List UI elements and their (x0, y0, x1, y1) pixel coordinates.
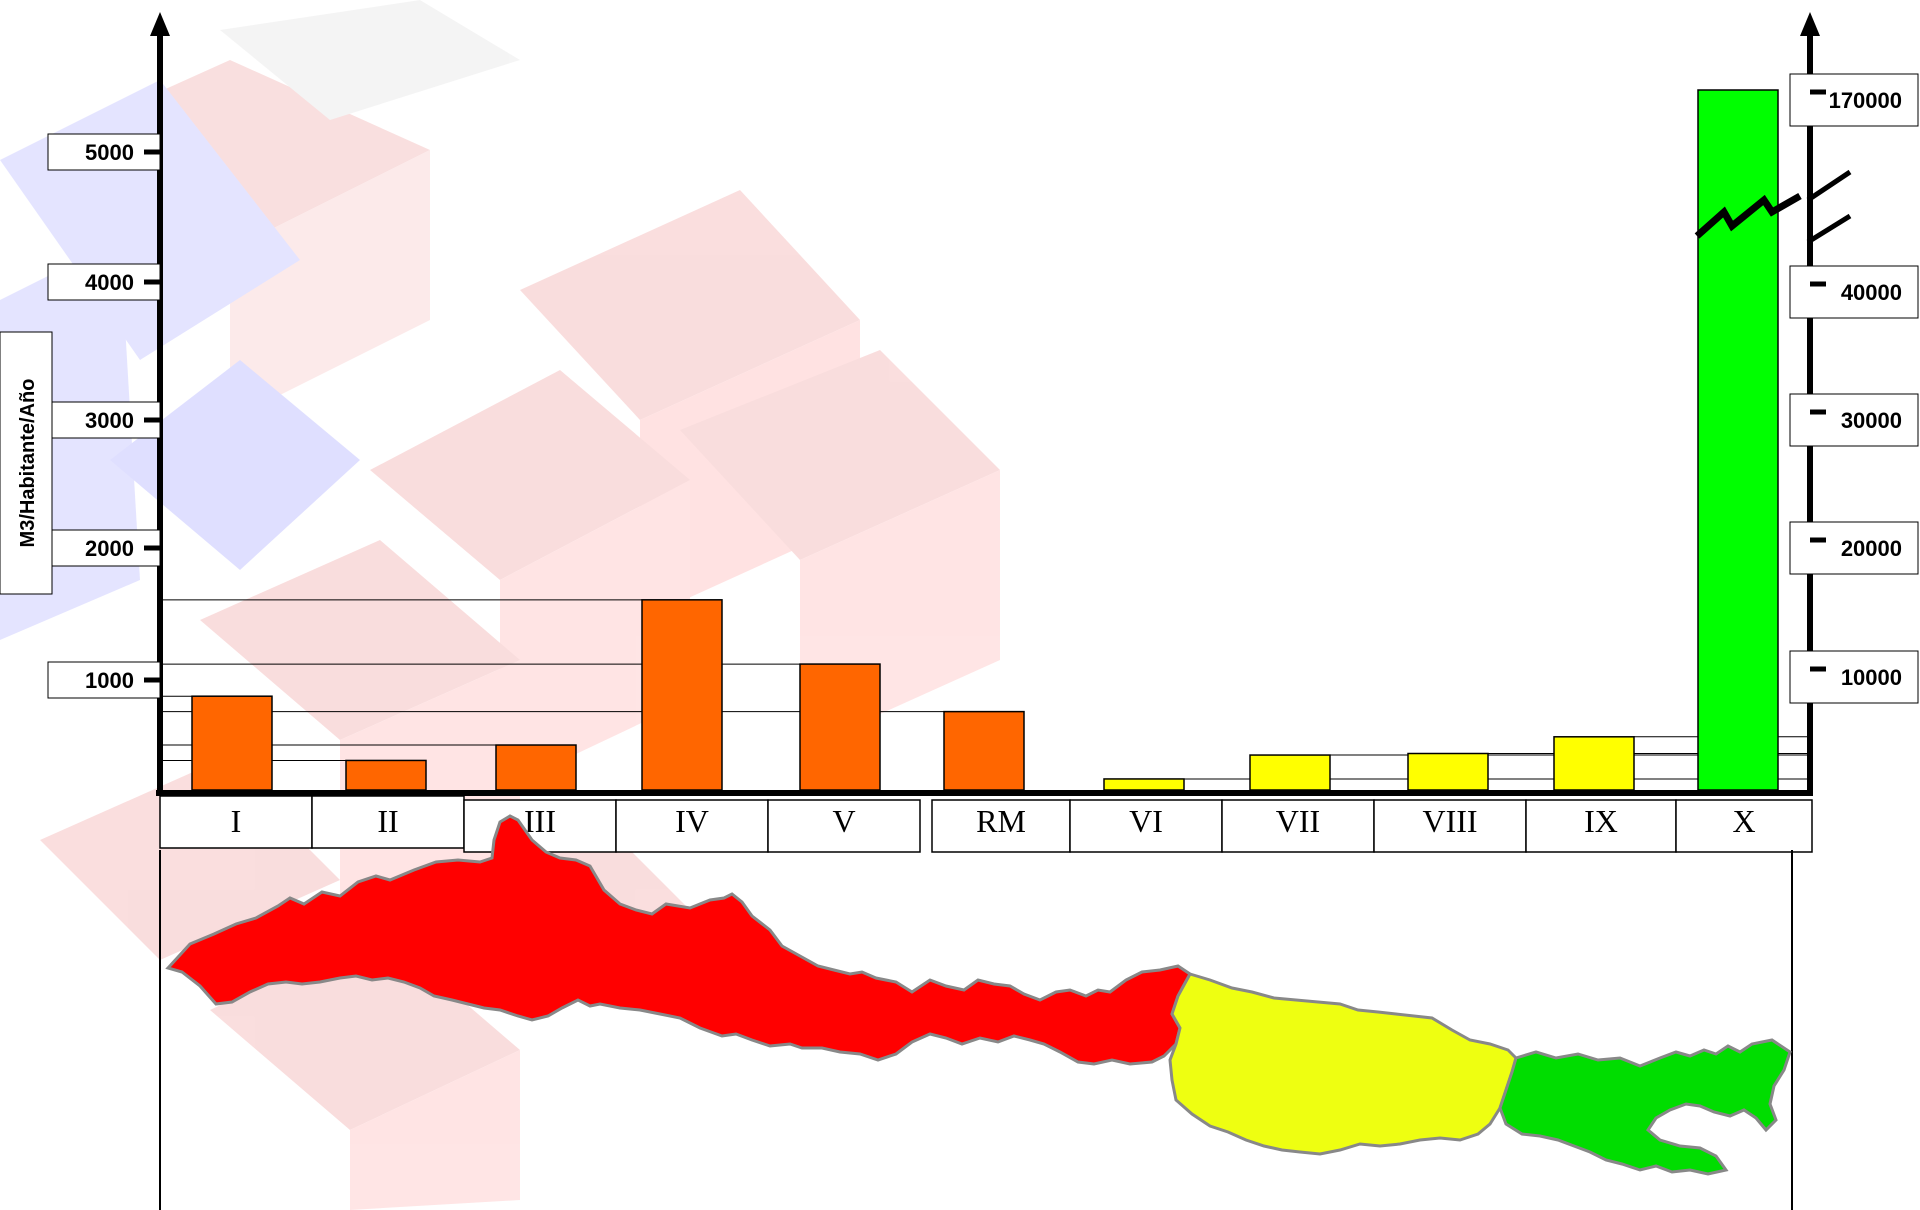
left-tick-label: 5000 (85, 140, 134, 165)
left-tick-box (47, 661, 161, 699)
category-cell (615, 799, 769, 853)
right-tick-label: 20000 (1841, 536, 1902, 561)
left-tick-labels: 1000 2000 3000 4000 5000 (47, 133, 161, 699)
bar-RM (943, 710, 1025, 791)
bars (191, 89, 1779, 791)
category-label-II: II (377, 803, 398, 839)
right-tick-label: 40000 (1841, 280, 1902, 305)
left-tick-label: 1000 (85, 668, 134, 693)
category-label-IX: IX (1584, 803, 1618, 839)
left-tick-label: 4000 (85, 270, 134, 295)
right-tick-label: 30000 (1841, 408, 1902, 433)
map-arid-zone (165, 814, 1192, 1066)
right-tick-box (1789, 393, 1919, 447)
map-humid-zone (1498, 1038, 1792, 1176)
category-cell (1069, 799, 1223, 853)
y-axis-label-box: M3/Habitante/Año (0, 331, 53, 595)
bar-I (191, 695, 273, 791)
right-tick-label: 170000 (1829, 88, 1902, 113)
category-cell (1525, 799, 1677, 853)
category-label-X: X (1732, 803, 1755, 839)
left-tick-label: 3000 (85, 408, 134, 433)
right-tick-box (1789, 521, 1919, 575)
category-label-IV: IV (675, 803, 709, 839)
category-label-VI: VI (1129, 803, 1163, 839)
bar-V (799, 663, 881, 791)
category-cell (311, 795, 465, 849)
right-tick-label: 10000 (1841, 665, 1902, 690)
bar-X (1697, 89, 1779, 791)
left-tick-label: 2000 (85, 536, 134, 561)
category-cell (767, 799, 921, 853)
category-cell (1675, 799, 1813, 853)
bar-VI (1103, 778, 1185, 791)
left-tick-box (47, 133, 161, 171)
category-cell (1373, 799, 1527, 853)
bar-IX (1553, 736, 1635, 791)
category-label-III: III (524, 803, 556, 839)
category-label-VIII: VIII (1422, 803, 1477, 839)
category-labels: I II III IV V RM VI VII VIII IX X (159, 795, 1813, 853)
category-label-I: I (231, 803, 242, 839)
category-cell (1221, 799, 1375, 853)
category-label-VII: VII (1276, 803, 1320, 839)
category-label-V: V (832, 803, 855, 839)
category-cell (159, 795, 313, 849)
axis-break-icon (1694, 169, 1852, 245)
chile-region-map (159, 814, 1793, 1210)
right-tick-labels: 10000 20000 30000 40000 170000 (1789, 73, 1919, 704)
bar-III (495, 744, 577, 791)
bar-VIII (1407, 752, 1489, 791)
bar-IV (641, 599, 723, 791)
y-axis-label: M3/Habitante/Año (17, 379, 39, 548)
map-temperate-zone (1168, 972, 1518, 1156)
bar-VII (1249, 754, 1331, 791)
right-tick-box (1789, 265, 1919, 319)
category-label-RM: RM (976, 803, 1026, 839)
bar-II (345, 759, 427, 791)
category-cell (931, 799, 1071, 853)
right-tick-box (1789, 73, 1919, 127)
right-tick-box (1789, 650, 1919, 704)
